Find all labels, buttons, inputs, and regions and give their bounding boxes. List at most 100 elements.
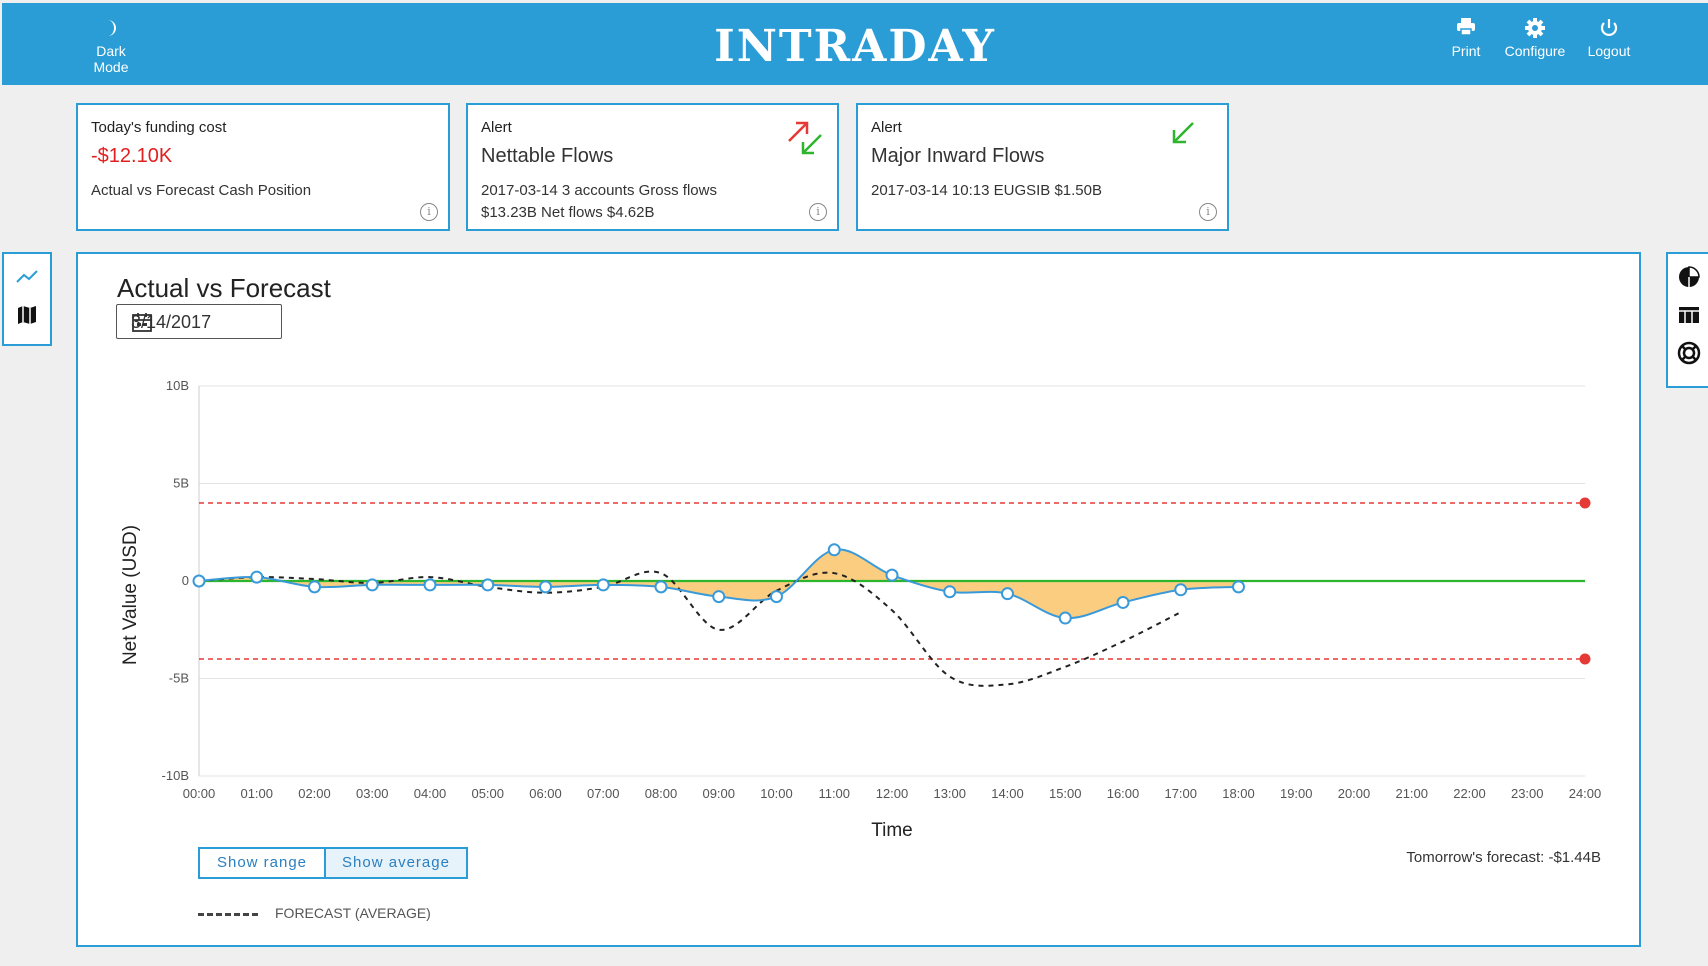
actual-data-point	[943, 585, 957, 599]
pie-chart-icon[interactable]	[1674, 262, 1704, 292]
x-tick-label: 03:00	[356, 786, 389, 801]
actual-data-point	[712, 590, 726, 604]
actual-data-point	[1174, 583, 1188, 597]
line-chart-icon[interactable]	[12, 262, 42, 292]
legend-forecast-label: FORECAST (AVERAGE)	[275, 905, 431, 921]
card-label: Today's funding cost	[91, 119, 227, 136]
y-tick-label: 10B	[166, 378, 189, 393]
card-line-2: $13.23B Net flows $4.62B	[481, 204, 655, 221]
x-tick-label: 20:00	[1338, 786, 1371, 801]
y-tick-label: 0	[182, 573, 189, 588]
x-tick-label: 09:00	[702, 786, 735, 801]
x-tick-label: 21:00	[1395, 786, 1428, 801]
actual-data-point	[596, 578, 610, 592]
right-view-switcher	[1666, 252, 1708, 388]
threshold-marker	[1579, 653, 1591, 665]
actual-data-point	[539, 580, 552, 594]
tomorrow-forecast: Tomorrow's forecast: -$1.44B	[1406, 849, 1601, 866]
x-tick-label: 18:00	[1222, 786, 1255, 801]
actual-data-point	[654, 580, 668, 594]
actual-data-point	[423, 578, 437, 592]
x-tick-label: 00:00	[183, 786, 216, 801]
y-tick-label: 5B	[173, 476, 189, 491]
calendar-icon[interactable]	[131, 311, 267, 338]
x-tick-label: 24:00	[1569, 786, 1602, 801]
x-tick-label: 19:00	[1280, 786, 1313, 801]
actual-data-point	[192, 574, 206, 588]
app-header: Dark Mode INTRADAY Print Configure Logou…	[2, 3, 1708, 85]
actual-data-point	[308, 580, 321, 594]
x-tick-label: 11:00	[818, 786, 850, 801]
logout-label: Logout	[1587, 43, 1631, 59]
configure-label: Configure	[1504, 43, 1566, 59]
date-picker[interactable]: 3/14/2017	[116, 304, 282, 339]
major-inward-flows-card[interactable]: Alert Major Inward Flows 2017-03-14 10:1…	[856, 103, 1229, 231]
funding-cost-value: -$12.10K	[91, 145, 173, 167]
info-icon[interactable]: i	[809, 203, 827, 221]
x-tick-label: 07:00	[587, 786, 620, 801]
x-tick-label: 12:00	[876, 786, 909, 801]
x-tick-label: 22:00	[1453, 786, 1486, 801]
actual-data-point	[885, 568, 899, 582]
card-label: Alert	[871, 119, 902, 136]
nettable-flows-card[interactable]: Alert Nettable Flows 2017-03-14 3 accoun…	[466, 103, 839, 231]
x-tick-label: 01:00	[240, 786, 273, 801]
card-description: Actual vs Forecast Cash Position	[91, 182, 312, 199]
card-line-1: 2017-03-14 10:13 EUGSIB $1.50B	[871, 182, 1102, 199]
x-tick-label: 15:00	[1049, 786, 1082, 801]
actual-data-point	[365, 578, 379, 592]
card-label: Alert	[481, 119, 512, 136]
card-title: Major Inward Flows	[871, 145, 1045, 167]
left-view-switcher	[2, 252, 52, 346]
actual-data-point	[1058, 611, 1072, 625]
actual-data-point	[770, 590, 783, 604]
table-icon[interactable]	[1674, 300, 1704, 330]
info-icon[interactable]: i	[1199, 203, 1217, 221]
y-axis-title: Net Value (USD)	[120, 525, 141, 665]
card-body: 2017-03-14 3 accounts Gross flows $13.23…	[481, 180, 781, 224]
actual-vs-forecast-chart: 10B 5B 0 -5B -10B 00:00 01:00 02:00 03:00 04:00 05…	[120, 378, 1602, 841]
printer-icon	[1446, 17, 1486, 43]
funding-cost-card[interactable]: Today's funding cost -$12.10K Actual vs …	[76, 103, 450, 231]
print-label: Print	[1451, 43, 1481, 59]
gear-icon	[1500, 17, 1570, 43]
chart-legend: FORECAST (AVERAGE)	[198, 905, 431, 921]
map-icon[interactable]	[12, 300, 42, 330]
legend-dash-swatch	[198, 912, 258, 916]
print-button[interactable]: Print	[1446, 17, 1486, 59]
x-tick-label: 17:00	[1164, 786, 1197, 801]
card-title: Nettable Flows	[481, 145, 614, 167]
info-icon[interactable]: i	[420, 203, 438, 221]
bidirectional-arrows-icon	[787, 119, 823, 162]
app-logo: INTRADAY	[714, 21, 996, 72]
actual-data-point	[1001, 587, 1014, 601]
x-tick-label: 08:00	[645, 786, 678, 801]
configure-button[interactable]: Configure	[1500, 17, 1570, 59]
power-icon	[1584, 17, 1634, 43]
x-tick-label: 16:00	[1107, 786, 1140, 801]
life-ring-icon[interactable]	[1674, 338, 1704, 368]
x-tick-label: 05:00	[471, 786, 504, 801]
dark-mode-button[interactable]: Dark Mode	[78, 17, 144, 75]
y-tick-label: -10B	[162, 768, 189, 783]
x-tick-label: 14:00	[991, 786, 1024, 801]
x-tick-label: 23:00	[1511, 786, 1544, 801]
x-tick-label: 13:00	[933, 786, 966, 801]
y-tick-label: -5B	[169, 671, 189, 686]
x-tick-label: 10:00	[760, 786, 793, 801]
x-tick-label: 02:00	[298, 786, 331, 801]
card-line-1: 2017-03-14 3 accounts Gross flows	[481, 182, 717, 199]
x-axis-title: Time	[871, 820, 913, 841]
actual-vs-forecast-panel: Actual vs Forecast 3/14/2017 10B 5B 0 -5B -1…	[76, 252, 1641, 947]
actual-data-point	[250, 570, 264, 584]
arrow-down-left-icon	[1171, 121, 1195, 150]
show-average-button[interactable]: Show average	[324, 847, 468, 879]
x-tick-label: 04:00	[414, 786, 447, 801]
moon-icon	[78, 17, 144, 43]
show-range-button[interactable]: Show range	[198, 847, 326, 879]
actual-data-point	[1232, 580, 1245, 594]
logout-button[interactable]: Logout	[1584, 17, 1634, 59]
variance-area	[199, 549, 1239, 619]
threshold-marker	[1579, 497, 1591, 509]
panel-title: Actual vs Forecast	[117, 273, 331, 303]
